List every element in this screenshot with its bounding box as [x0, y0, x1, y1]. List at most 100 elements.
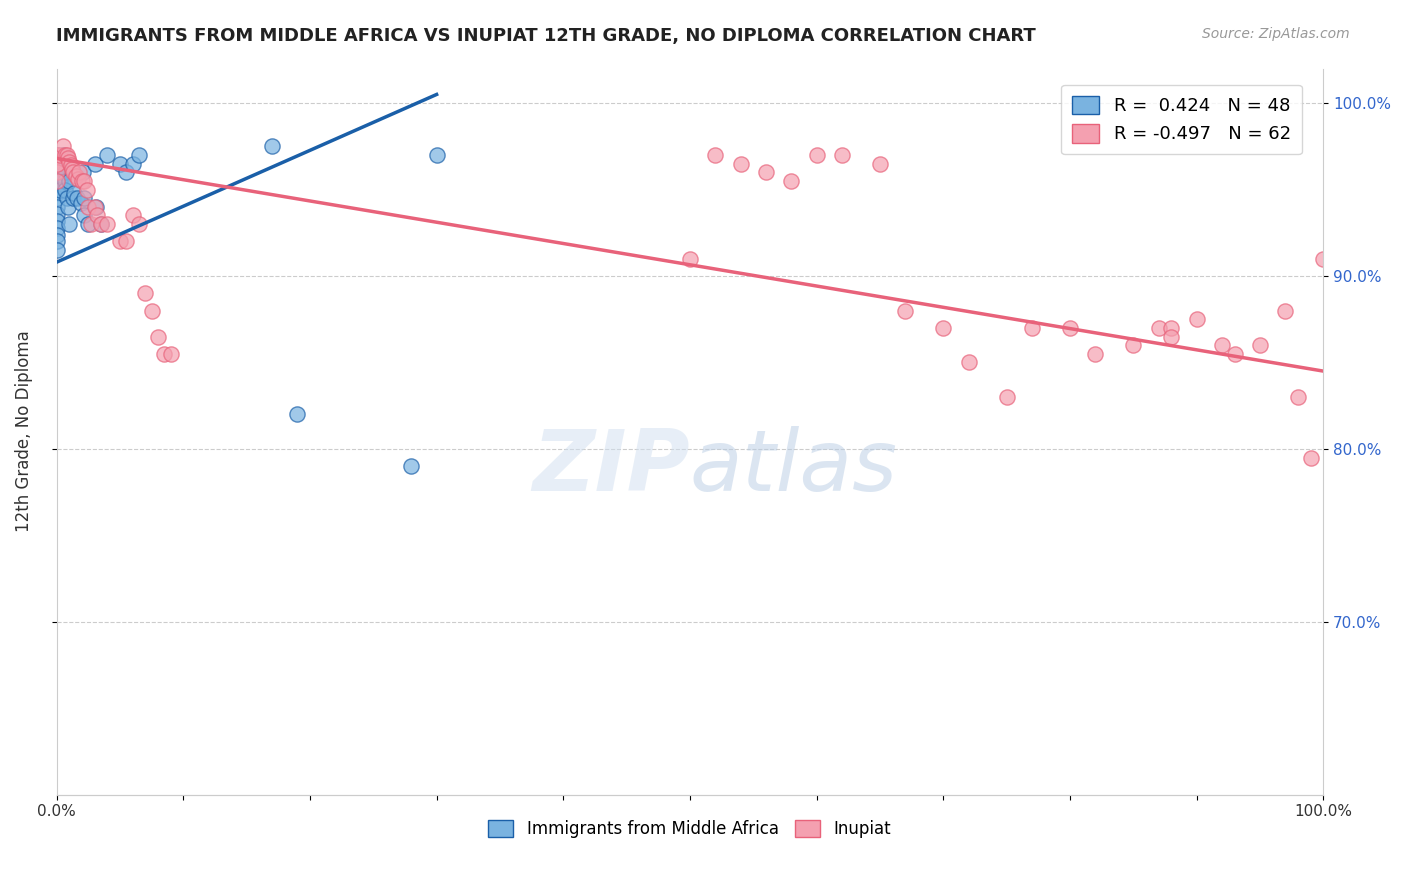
Point — [56, 200, 79, 214]
Point — [108, 235, 131, 249]
Point — [45, 227, 67, 242]
Point — [285, 407, 308, 421]
Point — [49, 165, 72, 179]
Point — [159, 347, 181, 361]
Text: ZIP: ZIP — [533, 426, 690, 509]
Point — [84, 200, 107, 214]
Point — [755, 165, 778, 179]
Point — [1274, 303, 1296, 318]
Point — [45, 148, 67, 162]
Point — [52, 148, 75, 162]
Point — [45, 207, 67, 221]
Legend: Immigrants from Middle Africa, Inupiat: Immigrants from Middle Africa, Inupiat — [482, 813, 898, 845]
Point — [45, 148, 67, 162]
Point — [1160, 329, 1182, 343]
Point — [45, 183, 67, 197]
Point — [45, 186, 67, 200]
Point — [90, 217, 112, 231]
Point — [60, 161, 83, 176]
Point — [115, 165, 138, 179]
Point — [995, 390, 1018, 404]
Point — [45, 235, 67, 249]
Point — [62, 165, 84, 179]
Point — [52, 156, 75, 170]
Point — [49, 174, 72, 188]
Point — [80, 217, 103, 231]
Point — [806, 148, 828, 162]
Point — [45, 191, 67, 205]
Point — [1021, 321, 1043, 335]
Point — [86, 209, 108, 223]
Point — [1312, 252, 1334, 266]
Point — [73, 209, 96, 223]
Point — [1223, 347, 1246, 361]
Point — [96, 148, 118, 162]
Point — [55, 191, 77, 205]
Point — [58, 217, 80, 231]
Y-axis label: 12th Grade, No Diploma: 12th Grade, No Diploma — [15, 331, 32, 533]
Point — [55, 165, 77, 179]
Point — [49, 183, 72, 197]
Point — [56, 152, 79, 166]
Point — [153, 347, 176, 361]
Point — [1084, 347, 1107, 361]
Point — [869, 156, 891, 170]
Point — [45, 165, 67, 179]
Point — [831, 148, 853, 162]
Point — [45, 183, 67, 197]
Point — [45, 156, 67, 170]
Point — [67, 165, 90, 179]
Point — [146, 329, 169, 343]
Point — [90, 217, 112, 231]
Point — [1160, 321, 1182, 335]
Point — [52, 139, 75, 153]
Point — [134, 286, 156, 301]
Point — [66, 191, 89, 205]
Text: Source: ZipAtlas.com: Source: ZipAtlas.com — [1202, 27, 1350, 41]
Point — [121, 209, 143, 223]
Point — [45, 243, 67, 257]
Point — [58, 174, 80, 188]
Point — [260, 139, 283, 153]
Point — [128, 148, 150, 162]
Point — [45, 174, 67, 188]
Point — [45, 156, 67, 170]
Point — [49, 148, 72, 162]
Point — [45, 220, 67, 235]
Point — [45, 174, 67, 188]
Point — [932, 321, 955, 335]
Point — [45, 213, 67, 227]
Point — [1122, 338, 1144, 352]
Point — [70, 174, 93, 188]
Point — [67, 172, 90, 186]
Point — [59, 158, 82, 172]
Point — [55, 174, 77, 188]
Point — [141, 303, 163, 318]
Point — [1299, 450, 1322, 465]
Point — [62, 191, 84, 205]
Point — [108, 156, 131, 170]
Point — [45, 165, 67, 179]
Point — [128, 217, 150, 231]
Point — [65, 169, 87, 183]
Point — [96, 217, 118, 231]
Text: atlas: atlas — [690, 426, 898, 509]
Point — [1211, 338, 1233, 352]
Point — [401, 459, 423, 474]
Point — [1249, 338, 1271, 352]
Point — [780, 174, 803, 188]
Point — [730, 156, 752, 170]
Point — [77, 200, 100, 214]
Point — [426, 148, 449, 162]
Point — [69, 196, 91, 211]
Point — [679, 252, 702, 266]
Point — [115, 235, 138, 249]
Point — [45, 165, 67, 179]
Point — [1147, 321, 1170, 335]
Point — [73, 174, 96, 188]
Point — [1059, 321, 1081, 335]
Point — [77, 217, 100, 231]
Point — [83, 200, 105, 214]
Point — [45, 200, 67, 214]
Point — [45, 174, 67, 188]
